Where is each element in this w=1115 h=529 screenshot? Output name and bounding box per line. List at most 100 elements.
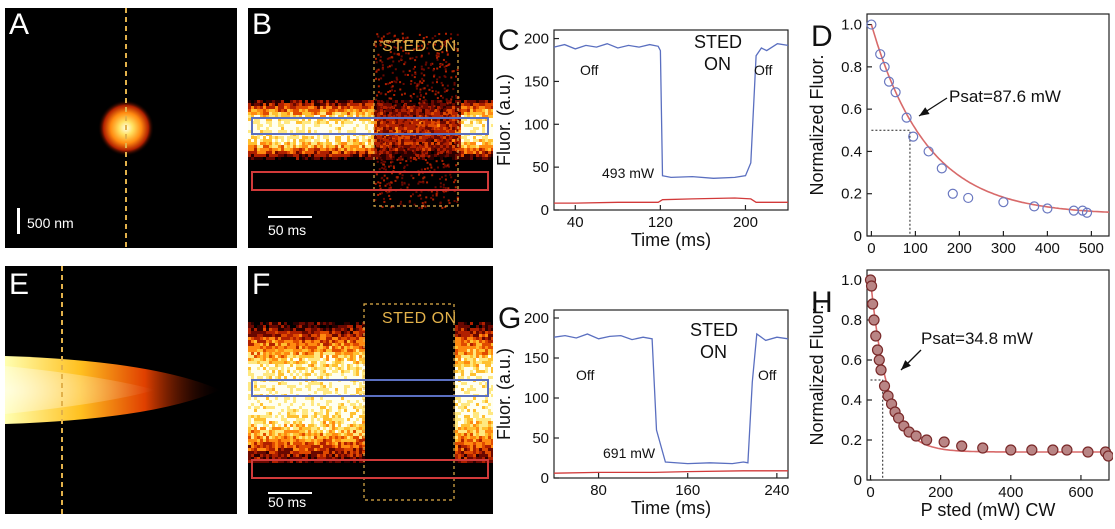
panel-a-image: A 500 nm <box>5 8 237 248</box>
x-tick-label: 400 <box>998 484 1023 501</box>
data-point <box>998 197 1009 208</box>
y-tick-label: 0 <box>541 470 549 487</box>
y-tick-label: 0.4 <box>841 392 862 409</box>
x-tick-label: 240 <box>764 482 789 499</box>
y-axis-label: Normalized Fluor. <box>807 304 827 445</box>
data-point <box>873 354 885 366</box>
scale-label-a: 500 nm <box>27 215 74 231</box>
data-point <box>923 146 934 157</box>
y-tick-label: 150 <box>524 73 549 90</box>
y-tick-label: 1.0 <box>841 272 862 289</box>
x-tick-label: 500 <box>1079 240 1104 257</box>
signal-roi-box <box>251 379 489 397</box>
data-point <box>1047 444 1059 456</box>
y-tick-label: 0 <box>541 202 549 219</box>
panel-label: D <box>811 20 833 53</box>
data-point <box>892 412 905 424</box>
focal-spot <box>98 8 154 248</box>
y-axis-label: Fluor. (a.u.) <box>496 74 514 166</box>
data-point <box>938 436 950 448</box>
x-tick-label: 0 <box>866 484 874 501</box>
y-tick-label: 50 <box>532 159 549 176</box>
kymo-pixels <box>248 322 493 463</box>
data-point <box>878 380 891 392</box>
chart-d: 0 100 200 300 400 500 0 0.2 0.4 0.6 0.8 1.0 Normaliz… <box>807 13 1110 257</box>
data-point <box>1029 201 1040 212</box>
kymo-pixels <box>248 32 493 209</box>
on-label: ON <box>704 54 731 74</box>
background-roi-box <box>251 459 489 479</box>
panel-b-image: B STED ON 50 ms <box>248 8 493 248</box>
kymograph-f <box>248 303 493 501</box>
x-tick-label: 160 <box>675 482 700 499</box>
chart-h: 0 200 400 600 0 0.2 0.4 0.6 0.8 1.0 Normalized Flu… <box>807 269 1113 520</box>
y-tick-label: 0.8 <box>841 312 862 329</box>
blue-trace <box>553 332 789 465</box>
x-tick-label: 200 <box>733 214 758 231</box>
data-point <box>1082 446 1094 458</box>
y-tick-label: 0.8 <box>841 59 862 76</box>
sted-window-box <box>363 303 455 501</box>
x-tick-label: 300 <box>991 240 1016 257</box>
data-point <box>936 163 947 174</box>
background-roi-box <box>251 171 489 191</box>
arrow-head <box>901 360 911 370</box>
y-tick-label: 0.4 <box>841 143 862 160</box>
sted-window-box <box>373 41 459 207</box>
y-tick-label: 200 <box>524 31 549 48</box>
chart-g: 80 160 240 0 50 100 150 200 Fluor. (a.u.) Time (m… <box>496 302 789 518</box>
y-tick-label: 0.6 <box>841 352 862 369</box>
off-label-right: Off <box>758 367 777 383</box>
data-point <box>963 192 974 204</box>
on-label: ON <box>700 342 727 362</box>
y-tick-label: 150 <box>524 350 549 367</box>
psat-annotation: Psat=34.8 mW <box>921 329 1033 348</box>
blue-trace <box>553 43 789 179</box>
y-tick-label: 0 <box>854 472 862 489</box>
panel-label-b: B <box>252 8 273 41</box>
x-tick-label: 600 <box>1068 484 1093 501</box>
red-trace <box>553 470 788 474</box>
scale-bar-b <box>268 216 312 218</box>
x-tick-label: 400 <box>1035 240 1060 257</box>
data-point <box>890 87 901 98</box>
chart-c: 40 120 200 0 50 100 150 200 Fluor. (a.u.) Time (m… <box>496 24 789 250</box>
data-point <box>871 344 884 356</box>
scale-label-b: 50 ms <box>268 222 307 238</box>
data-point <box>901 112 912 123</box>
power-label: 691 mW <box>603 445 656 461</box>
plot-frame <box>866 269 1110 481</box>
x-axis-label: Time (ms) <box>631 230 711 250</box>
data-point <box>908 131 919 142</box>
data-point <box>866 19 877 30</box>
x-tick-label: 100 <box>903 240 928 257</box>
x-tick-label: 0 <box>867 240 875 257</box>
data-point <box>910 430 922 442</box>
panel-label: C <box>498 24 520 57</box>
scale-label-f: 50 ms <box>268 494 307 510</box>
signal-roi-box <box>251 117 489 135</box>
sted-label: STED <box>690 320 738 340</box>
sted-on-label-f: STED ON <box>382 310 457 327</box>
data-point <box>865 280 878 292</box>
panel-label-f: F <box>252 268 271 301</box>
psat-annotation: Psat=87.6 mW <box>949 87 1061 106</box>
data-point <box>1102 450 1113 462</box>
sted-on-label-b: STED ON <box>382 38 457 55</box>
data-point <box>870 330 882 342</box>
x-tick-label: 120 <box>648 214 673 231</box>
data-point <box>1081 207 1093 218</box>
off-label-left: Off <box>580 62 599 78</box>
x-axis-label: Time (ms) <box>631 498 711 518</box>
scale-bar-f <box>268 492 312 494</box>
data-point <box>879 61 890 72</box>
y-tick-label: 200 <box>524 310 549 327</box>
panel-e-image: E <box>5 266 237 514</box>
off-label-right: Off <box>754 62 773 78</box>
plot-frame <box>553 309 789 479</box>
off-label-left: Off <box>576 367 595 383</box>
data-point <box>1061 444 1073 456</box>
excitation-cone <box>5 266 220 514</box>
y-tick-label: 100 <box>524 390 549 407</box>
data-point <box>883 76 895 87</box>
